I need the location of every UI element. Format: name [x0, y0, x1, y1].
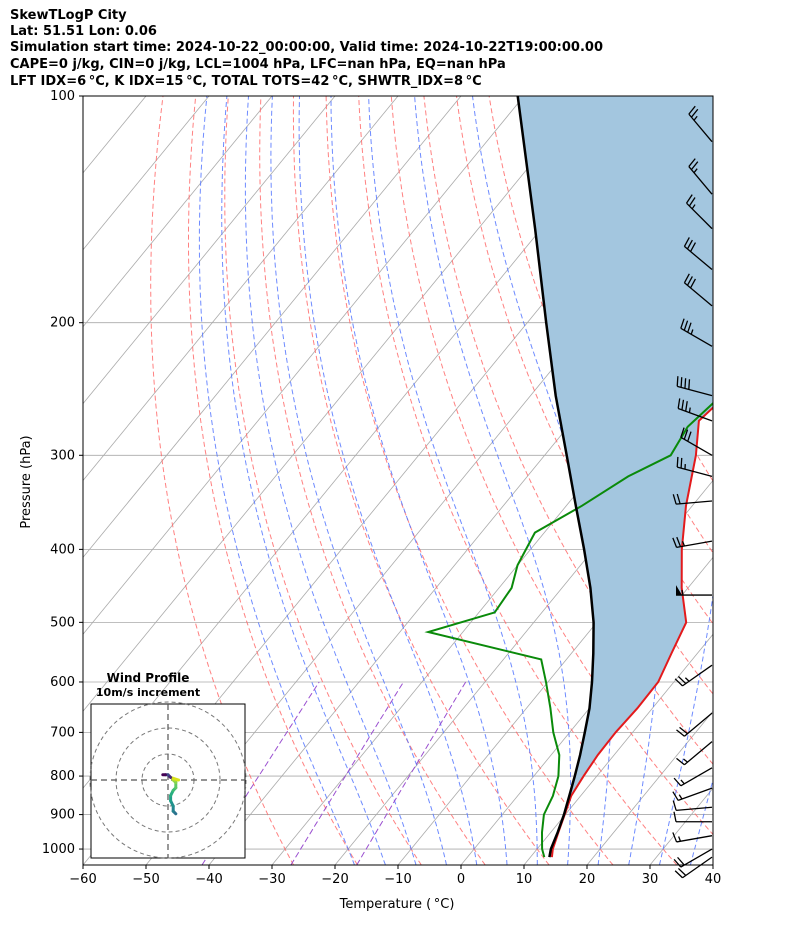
moist-adiabat-line: [298, 96, 478, 865]
wind-barb: [673, 767, 713, 787]
y-axis-label: Pressure (hPa): [19, 435, 34, 528]
wind-barb: [672, 832, 713, 843]
x-tick-label: 0: [457, 872, 465, 887]
wind-barb: [674, 664, 713, 687]
wind-barb: [676, 741, 713, 766]
moist-adiabat-line: [368, 96, 538, 865]
isotherm-line: [397, 479, 713, 865]
title-times: Simulation start time: 2024-10-22_00:00:…: [10, 40, 603, 55]
isotherm-line: [83, 96, 210, 251]
moist-adiabat-line: [645, 96, 713, 865]
dry-adiabat-line: [783, 96, 794, 865]
x-tick-label: 10: [516, 872, 533, 887]
title-stability-indices: LFT IDX=6 °C, K IDX=15 °C, TOTAL TOTS=42…: [10, 74, 482, 89]
moist-adiabat-line: [721, 96, 794, 865]
dry-adiabat-line: [750, 96, 794, 865]
wind-barb: [674, 856, 713, 879]
x-tick-label: −50: [132, 872, 159, 887]
wind-barb: [673, 848, 713, 868]
wind-barb: [686, 194, 713, 230]
wind-barb: [688, 158, 713, 195]
x-tick-label: −60: [69, 872, 96, 887]
dry-adiabat-line: [292, 96, 550, 865]
y-tick-label: 300: [50, 448, 75, 463]
wind-barb: [672, 800, 713, 812]
dewpoint-profile-line: [424, 401, 713, 858]
title-station: SkewTLogP City: [10, 8, 127, 23]
wind-barb: [676, 712, 713, 737]
parcel-profile-line: [516, 96, 595, 858]
wind-barb: [672, 493, 713, 505]
wind-barb: [676, 376, 713, 397]
mixing-ratio-line: [356, 681, 467, 865]
hodograph-subtitle: 10m/s increment: [96, 686, 200, 699]
isotherm-line: [523, 633, 713, 865]
wind-barb: [680, 318, 713, 347]
isotherm-line: [83, 96, 336, 405]
mixing-ratio-line: [290, 681, 404, 865]
y-tick-label: 500: [50, 615, 75, 630]
isotherm-line: [83, 96, 588, 712]
isotherm-line: [460, 556, 713, 865]
x-tick-label: 40: [705, 872, 722, 887]
y-tick-label: 1000: [42, 842, 75, 857]
isotherm-line: [208, 249, 713, 865]
title-convective-params: CAPE=0 j/kg, CIN=0 j/kg, LCL=1004 hPa, L…: [10, 57, 506, 72]
dry-adiabat-line: [259, 96, 486, 865]
isotherm-line: [83, 96, 399, 482]
x-tick-label: −20: [321, 872, 348, 887]
isotherm-line: [83, 96, 462, 559]
y-tick-label: 700: [50, 725, 75, 740]
moist-adiabat-line: [270, 96, 447, 865]
x-axis-label: Temperature ( °C): [339, 897, 455, 912]
isotherm-line: [83, 96, 273, 328]
moist-adiabat-line: [244, 96, 417, 865]
cin-shading-area: [517, 96, 713, 858]
dry-adiabat-line: [717, 96, 794, 865]
dry-adiabat-line: [325, 96, 614, 865]
dry-adiabat-line: [358, 96, 678, 865]
hodograph-title: Wind Profile: [107, 671, 190, 685]
y-tick-label: 400: [50, 542, 75, 557]
y-tick-label: 900: [50, 808, 75, 823]
moist-adiabat-line: [221, 96, 386, 865]
wind-barb: [673, 811, 712, 823]
y-tick-label: 800: [50, 769, 75, 784]
moist-adiabat-line: [472, 96, 612, 865]
wind-barb: [683, 237, 713, 271]
y-tick-label: 200: [50, 316, 75, 331]
isotherm-line: [712, 864, 713, 865]
moist-adiabat-line: [198, 96, 355, 865]
moist-adiabat-line: [753, 96, 794, 865]
wind-barb: [676, 585, 712, 596]
isotherm-line: [83, 96, 84, 97]
isotherm-line: [586, 710, 713, 865]
temperature-profile-line: [550, 406, 713, 858]
x-tick-label: 20: [579, 872, 596, 887]
wind-barb: [680, 427, 713, 456]
wind-barb: [683, 273, 713, 307]
y-tick-label: 100: [50, 89, 75, 104]
x-tick-label: 30: [642, 872, 659, 887]
wind-barb: [688, 105, 713, 143]
wind-barb: [677, 398, 713, 422]
dry-adiabat-line: [224, 96, 422, 865]
dry-adiabat-line: [150, 96, 294, 865]
wind-barb: [672, 787, 713, 802]
moist-adiabat-line: [330, 96, 508, 865]
x-tick-label: −40: [195, 872, 222, 887]
wind-barb: [672, 536, 713, 548]
dry-adiabat-line: [188, 96, 358, 865]
moist-adiabat-line: [414, 96, 572, 865]
dry-adiabat-line: [390, 96, 713, 836]
x-tick-label: −30: [258, 872, 285, 887]
wind-barb: [676, 456, 713, 478]
isotherm-line: [83, 96, 525, 635]
y-tick-label: 600: [50, 675, 75, 690]
x-tick-label: −10: [384, 872, 411, 887]
dry-adiabat-line: [456, 96, 713, 695]
title-location: Lat: 51.51 Lon: 0.06: [10, 24, 157, 39]
